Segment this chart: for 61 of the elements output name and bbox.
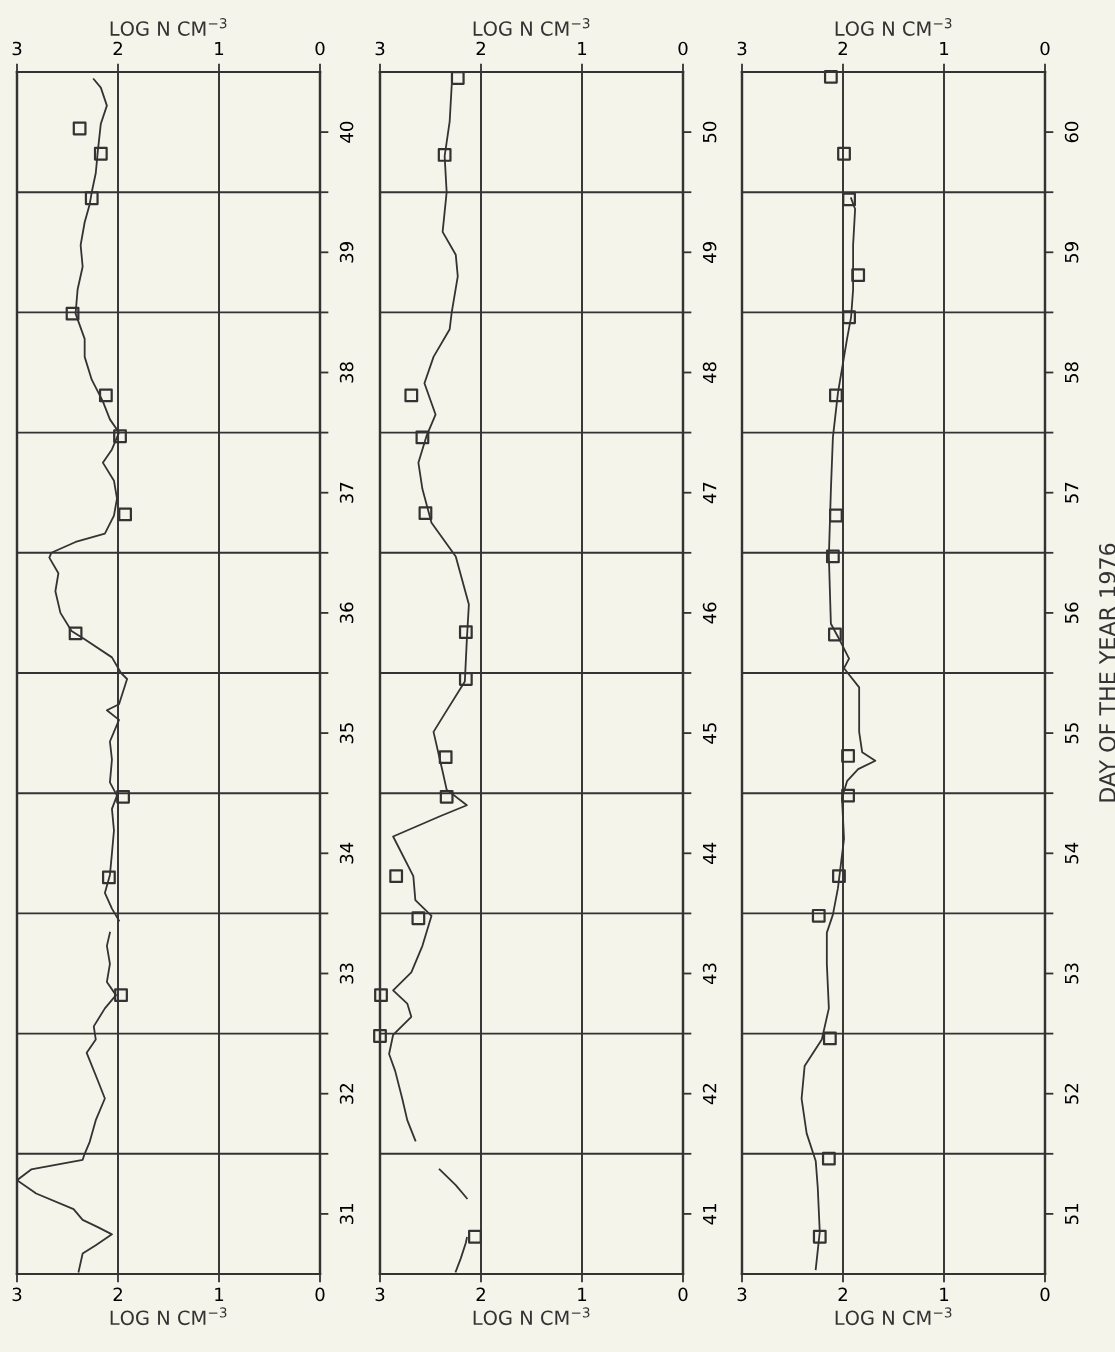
y-tick-label: 39 bbox=[339, 242, 354, 263]
y-tick-label: 38 bbox=[339, 362, 354, 383]
y-tick-label: 31 bbox=[339, 1204, 354, 1225]
x-tick-label: 0 bbox=[315, 1287, 325, 1302]
y-tick-label: 54 bbox=[1065, 842, 1079, 864]
y-tick-label: 46 bbox=[702, 602, 717, 624]
y-tick-label: 45 bbox=[703, 723, 717, 744]
y-tick-label: 56 bbox=[1064, 602, 1079, 623]
x2-tick-label: 1 bbox=[215, 41, 224, 56]
y-tick-label: 42 bbox=[702, 1084, 717, 1105]
x-tick-label: 1 bbox=[940, 1287, 949, 1301]
y-tick-label: 55 bbox=[1065, 723, 1079, 744]
x2-tick-label: 2 bbox=[476, 41, 485, 56]
x2-tick-label: 2 bbox=[113, 41, 122, 56]
x-tick-label: 2 bbox=[838, 1287, 847, 1301]
y-tick-label: 44 bbox=[703, 842, 717, 864]
y-tick-label: 51 bbox=[1065, 1204, 1079, 1224]
y-tick-label: 57 bbox=[1065, 482, 1079, 503]
y-tick-label: 48 bbox=[702, 362, 717, 384]
y-tick-label: 58 bbox=[1064, 362, 1079, 383]
x-axis-title: LOG N CM$^{−3}$ bbox=[473, 1307, 590, 1326]
x-tick-label: 0 bbox=[1040, 1287, 1050, 1302]
x-tick-label: 3 bbox=[737, 1287, 747, 1302]
x2-tick-label: 3 bbox=[375, 41, 385, 56]
y-tick-label: 52 bbox=[1064, 1084, 1079, 1104]
x-tick-label: 1 bbox=[578, 1287, 587, 1301]
x-tick-label: 1 bbox=[215, 1287, 224, 1301]
y-tick-label: 50 bbox=[702, 121, 717, 143]
y-tick-label: 34 bbox=[339, 842, 354, 864]
x-tick-label: 2 bbox=[476, 1287, 485, 1301]
x2-tick-label: 0 bbox=[315, 41, 325, 56]
x2-tick-label: 3 bbox=[12, 41, 22, 56]
x2-tick-label: 2 bbox=[838, 41, 847, 56]
x2-axis-title: LOG N CM$^{−3}$ bbox=[110, 18, 227, 36]
y-tick-label: 35 bbox=[339, 723, 354, 744]
x-axis-title: LOG N CM$^{−3}$ bbox=[110, 1307, 227, 1326]
x2-tick-label: 3 bbox=[737, 41, 747, 56]
x-tick-label: 2 bbox=[113, 1287, 122, 1301]
y-axis-title: DAY OF THE YEAR 1976 bbox=[1098, 543, 1115, 802]
x-tick-label: 3 bbox=[375, 1287, 385, 1302]
y-tick-label: 37 bbox=[339, 482, 354, 503]
x2-tick-label: 0 bbox=[1040, 41, 1050, 56]
x-tick-label: 0 bbox=[678, 1287, 688, 1302]
y-tick-label: 40 bbox=[339, 121, 354, 143]
y-tick-label: 60 bbox=[1064, 121, 1079, 143]
y-tick-label: 59 bbox=[1064, 242, 1079, 263]
x-axis-title: LOG N CM$^{−3}$ bbox=[835, 1307, 952, 1326]
y-tick-label: 49 bbox=[702, 242, 717, 263]
x2-tick-label: 1 bbox=[940, 41, 949, 56]
y-tick-label: 33 bbox=[339, 963, 354, 984]
x-tick-label: 3 bbox=[12, 1287, 22, 1302]
y-tick-label: 36 bbox=[339, 602, 354, 624]
y-tick-label: 32 bbox=[339, 1084, 354, 1104]
y-tick-label: 43 bbox=[702, 963, 717, 985]
x2-tick-label: 1 bbox=[578, 41, 587, 56]
y-tick-label: 41 bbox=[703, 1204, 717, 1225]
x2-tick-label: 0 bbox=[678, 41, 688, 56]
y-tick-label: 53 bbox=[1064, 963, 1079, 984]
y-tick-label: 47 bbox=[703, 482, 717, 504]
x2-axis-title: LOG N CM$^{−3}$ bbox=[835, 18, 952, 36]
x2-axis-title: LOG N CM$^{−3}$ bbox=[473, 18, 590, 36]
